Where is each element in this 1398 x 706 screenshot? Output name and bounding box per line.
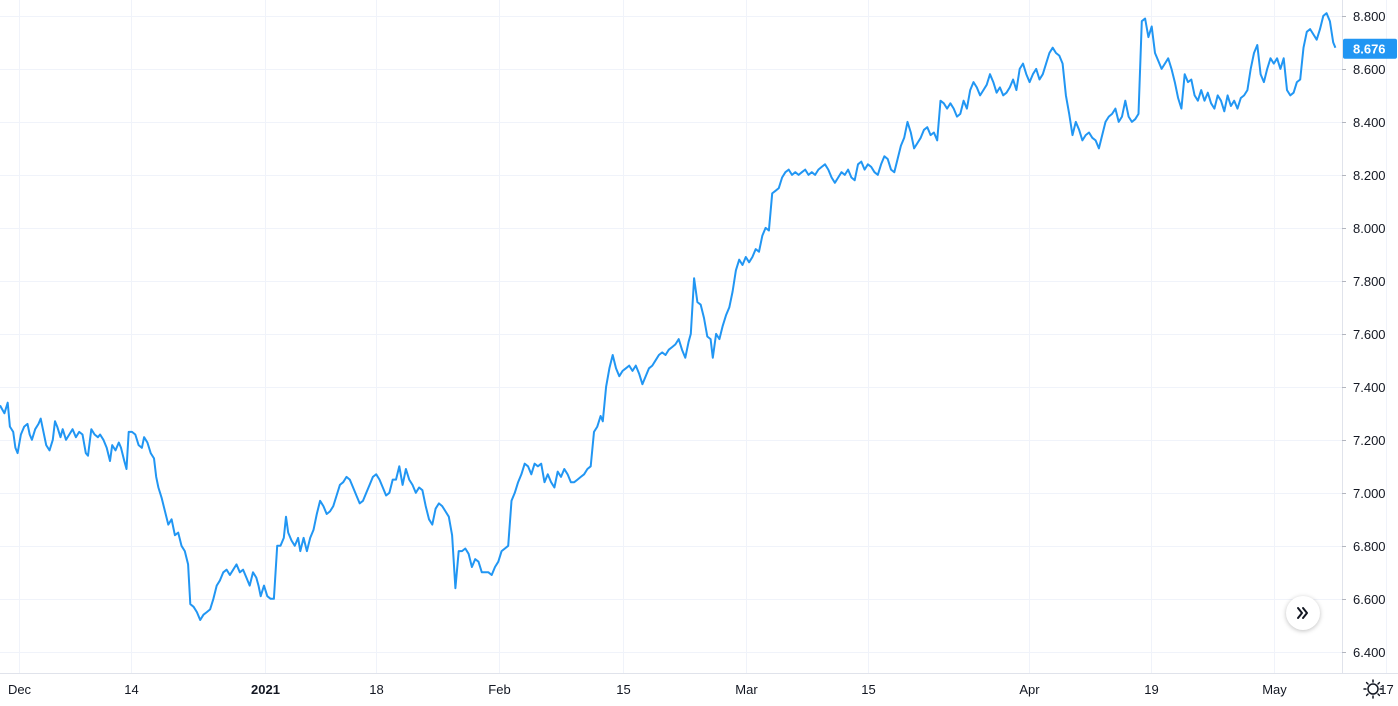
y-tick-label: 7.400	[1353, 380, 1386, 395]
y-tick-label: 7.000	[1353, 486, 1386, 501]
scroll-to-realtime-button[interactable]	[1286, 596, 1320, 630]
y-tick-label: 7.800	[1353, 274, 1386, 289]
x-tick-label: 2021	[251, 682, 280, 697]
x-tick-label: 19	[1144, 682, 1158, 697]
x-tick-label: 15	[616, 682, 630, 697]
x-tick-label: May	[1262, 682, 1287, 697]
x-tick-label: 17	[1379, 682, 1393, 697]
y-tick-label: 8.400	[1353, 115, 1386, 130]
y-tick-label: 8.200	[1353, 168, 1386, 183]
y-tick-label: 8.600	[1353, 62, 1386, 77]
price-axis[interactable]: 6.400 6.600 6.800 7.000 7.200 7.400 7.600 7.800…	[1342, 9, 1386, 660]
series-line	[0, 12, 1337, 621]
gear-icon	[1363, 679, 1383, 699]
x-tick-label: Dec	[8, 682, 32, 697]
y-tick-label: 7.200	[1353, 433, 1386, 448]
y-tick-label: 7.600	[1353, 327, 1386, 342]
last-price-value: 8.676	[1353, 41, 1386, 56]
y-tick-label: 6.800	[1353, 539, 1386, 554]
y-tick-label: 6.600	[1353, 592, 1386, 607]
x-tick-label: 14	[124, 682, 138, 697]
x-tick-label: 15	[861, 682, 875, 697]
last-price-label: 8.676	[1343, 38, 1397, 59]
y-tick-label: 8.000	[1353, 221, 1386, 236]
x-tick-label: Feb	[488, 682, 510, 697]
time-axis[interactable]: Dec 14 2021 18 Feb 15 Mar 15 Apr 19 May 17	[8, 682, 1394, 697]
x-tick-label: 18	[369, 682, 383, 697]
x-tick-label: Apr	[1019, 682, 1040, 697]
y-tick-label: 8.800	[1353, 9, 1386, 24]
x-tick-label: Mar	[735, 682, 758, 697]
double-chevron-right-icon	[1297, 607, 1308, 619]
chart-settings-button[interactable]	[1360, 677, 1386, 701]
chart-grid	[0, 0, 1387, 673]
y-tick-label: 6.400	[1353, 645, 1386, 660]
